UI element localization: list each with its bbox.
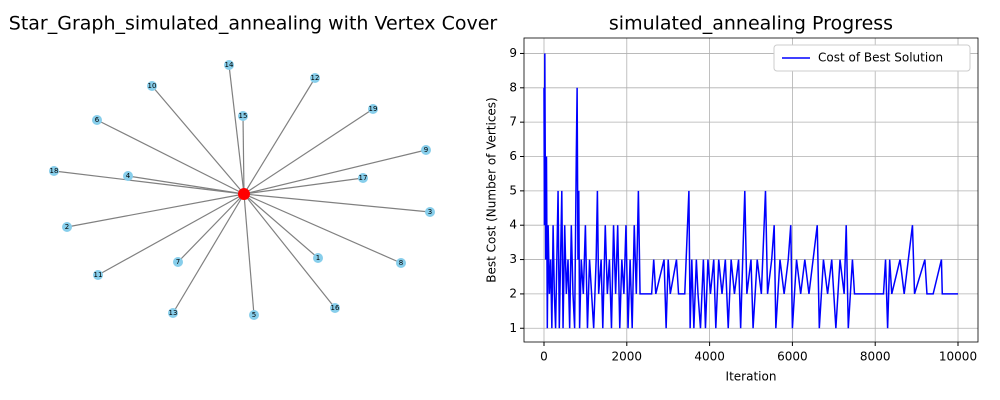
edge [97,193,245,276]
node [368,104,378,114]
node-label: 2 [65,223,69,231]
node-label: 18 [50,167,59,175]
node-label: 9 [424,146,428,154]
edge [242,115,245,195]
node-label: 13 [169,309,178,317]
graph-title: Star_Graph_simulated_annealing with Vert… [9,13,498,35]
node-label: 1 [316,254,320,262]
node-label: 14 [225,61,234,69]
node [147,81,157,91]
node [310,73,320,83]
line-series [543,53,958,329]
y-axis-label: Best Cost (Number of Vertices) [485,97,499,283]
y-tick-label: 4 [509,218,517,232]
node-label: 16 [331,304,340,312]
plot-frame [523,37,979,343]
node-label: 19 [369,105,378,113]
y-tick-label: 2 [509,286,517,300]
node-label: 5 [252,311,256,319]
node [313,253,323,263]
y-tick-label: 6 [509,149,517,163]
node [93,270,103,280]
edge [243,193,431,213]
edge [172,193,245,314]
edge [127,175,245,195]
node [123,171,133,181]
node-label: 12 [311,74,320,82]
x-tick-label: 2000 [612,350,643,364]
node-label: 7 [176,258,180,266]
edge [243,77,316,195]
node-label: 11 [94,271,103,279]
x-tick-label: 10000 [939,350,977,364]
node-label: 10 [148,82,157,90]
edge [228,64,245,195]
node [358,173,368,183]
legend-label: Cost of Best Solution [818,51,943,65]
node-label: 6 [95,116,100,124]
edge [243,108,374,195]
y-tick-label: 9 [509,46,517,60]
node [396,258,406,268]
y-tick-label: 1 [509,321,517,335]
node [238,111,248,121]
node [92,115,102,125]
node [168,308,178,318]
node [421,145,431,155]
edge [53,170,245,195]
node [224,60,234,70]
edge [66,193,245,228]
node-label: 3 [428,208,432,216]
x-axis-label: Iteration [726,370,777,384]
y-tick-label: 3 [509,252,517,266]
x-tick-label: 4000 [694,350,725,364]
y-tick-label: 7 [509,115,517,129]
edge [243,193,319,259]
cover-node [238,188,250,200]
y-tick-label: 5 [509,183,517,197]
edge [243,193,255,316]
node [62,222,72,232]
plot: 0 2000 4000 6000 8000 10000 1 2 3 4 5 6 7 8 9 Cost of B… [509,37,979,364]
node-label: 4 [126,172,131,180]
node-label: 15 [239,112,248,120]
legend-box [773,44,971,72]
edge [96,119,245,195]
node [249,310,259,320]
y-tick-label: 8 [509,80,517,94]
x-tick-label: 8000 [860,350,891,364]
edge [243,193,402,264]
node [330,303,340,313]
x-tick-label: 0 [540,350,548,364]
node-label: 8 [399,259,403,267]
node [173,257,183,267]
chart-title: simulated_annealing Progress [609,13,893,35]
node-label: 17 [359,174,368,182]
node [49,166,59,176]
x-tick-label: 6000 [777,350,808,364]
edge [151,85,245,195]
edge [243,149,427,195]
node [425,207,435,217]
edge [243,193,336,309]
edge [243,177,364,195]
edge [177,193,245,263]
